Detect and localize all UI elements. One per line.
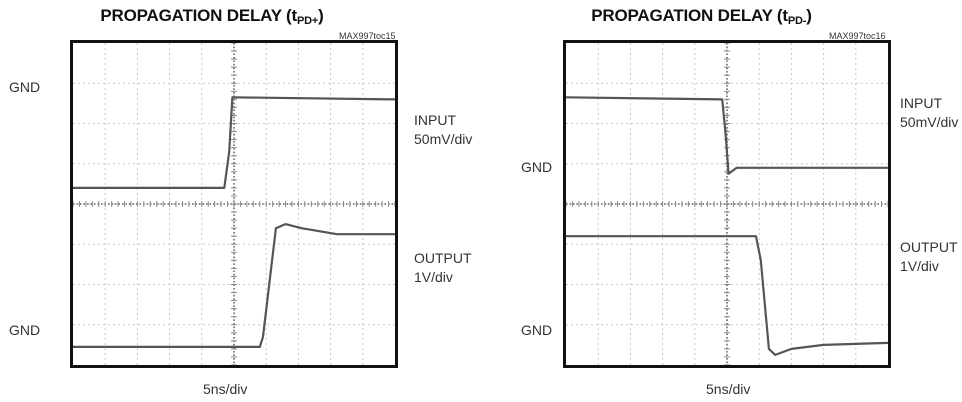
scope-plot: [563, 40, 891, 368]
output-trace: [566, 235, 888, 356]
chart-panel-left: PROPAGATION DELAY (tPD+) MAX997toc15 GND…: [0, 0, 480, 402]
figure-code: MAX997toc16: [829, 31, 886, 41]
input-scale-text: 50mV/div: [900, 114, 959, 130]
output-trace: [73, 223, 395, 348]
chart-title: PROPAGATION DELAY (tPD+): [0, 6, 452, 27]
chart-title-close: ): [806, 6, 812, 25]
input-label-text: INPUT: [414, 112, 456, 128]
gnd-label-bottom: GND: [9, 322, 41, 338]
x-axis-label: 5ns/div: [203, 381, 248, 397]
chart-panel-right: PROPAGATION DELAY (tPD-) MAX997toc16 GND…: [481, 0, 962, 402]
input-label: INPUT 50mV/div: [900, 94, 958, 132]
output-label-text: OUTPUT: [414, 250, 472, 266]
chart-title-text: PROPAGATION DELAY (t: [591, 6, 788, 25]
gnd-label-top: GND: [9, 79, 41, 95]
input-scale-text: 50mV/div: [414, 131, 473, 147]
output-scale-text: 1V/div: [414, 269, 453, 285]
input-trace: [566, 96, 888, 175]
chart-title-subscript: PD-: [787, 15, 807, 27]
input-trace: [73, 96, 395, 189]
scope-svg: [566, 43, 888, 365]
chart-title-subscript: PD+: [296, 15, 319, 27]
scope-plot: [70, 40, 398, 368]
output-label: OUTPUT 1V/div: [900, 238, 958, 276]
x-axis-label: 5ns/div: [706, 381, 751, 397]
chart-title: PROPAGATION DELAY (tPD-): [461, 6, 942, 27]
input-label-text: INPUT: [900, 95, 942, 111]
chart-title-close: ): [318, 6, 324, 25]
input-label: INPUT 50mV/div: [414, 111, 472, 149]
output-scale-text: 1V/div: [900, 258, 939, 274]
figure-code: MAX997toc15: [339, 31, 396, 41]
chart-title-text: PROPAGATION DELAY (t: [100, 6, 297, 25]
scope-svg: [73, 43, 395, 365]
output-label-text: OUTPUT: [900, 239, 958, 255]
gnd-label-top: GND: [521, 159, 553, 175]
gnd-label-bottom: GND: [521, 322, 553, 338]
output-label: OUTPUT 1V/div: [414, 249, 472, 287]
